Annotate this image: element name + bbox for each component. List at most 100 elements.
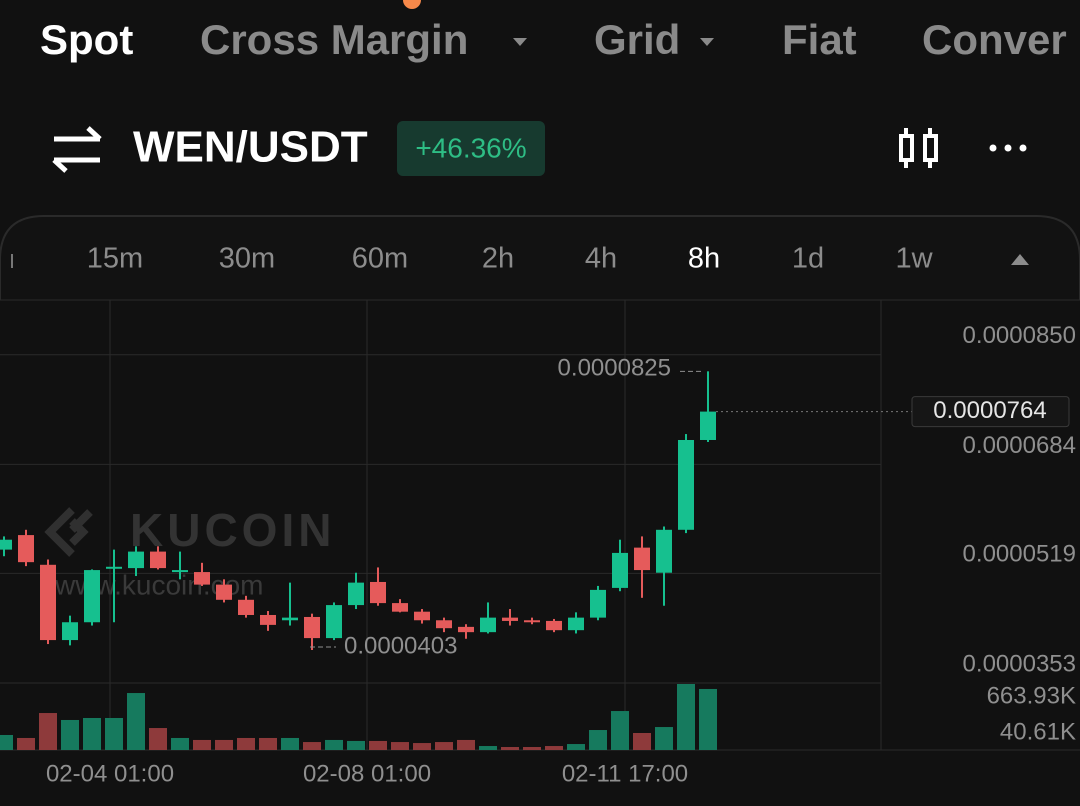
volume-bar — [105, 717, 123, 750]
volume-bar — [347, 740, 365, 750]
interval[interactable]: 1w — [895, 243, 933, 275]
x-tick-label: 02-11 17:00 — [562, 760, 688, 787]
candle-body — [106, 566, 122, 569]
candle-body — [436, 620, 452, 629]
candle-body — [18, 535, 34, 563]
low-label: 0.0000403 — [344, 632, 457, 659]
volume-bar — [633, 733, 651, 750]
volume-bar — [457, 739, 475, 750]
tab[interactable]: Fiat — [782, 16, 857, 63]
dropdown-caret — [513, 38, 527, 46]
candle-body — [238, 599, 254, 615]
volume-bar — [501, 747, 519, 750]
candle-body — [128, 551, 144, 569]
y-tick-label: 0.0000353 — [963, 650, 1076, 677]
volume-bar — [215, 739, 233, 750]
candle-body — [172, 570, 188, 573]
volume-bar — [83, 717, 101, 750]
volume-bar — [193, 739, 211, 750]
more-icon[interactable] — [989, 144, 1027, 152]
tab[interactable]: Conver — [922, 16, 1067, 63]
high-label: 0.0000825 — [558, 355, 671, 382]
y-tick-label: 0.0000684 — [963, 432, 1076, 459]
y-tick-label: 0.0000850 — [963, 322, 1076, 349]
collapse-caret[interactable] — [1011, 254, 1029, 265]
volume-bar — [391, 742, 409, 750]
interval[interactable]: 15m — [87, 243, 143, 275]
volume-bar — [237, 737, 255, 750]
volume-bar — [611, 711, 629, 750]
candle-body — [414, 611, 430, 621]
volume-bar — [0, 734, 13, 750]
candle-body — [502, 617, 518, 621]
dropdown-caret — [700, 38, 714, 46]
tab[interactable]: Cross Margin — [200, 16, 468, 63]
candle-body — [546, 620, 562, 631]
candle-body — [458, 626, 474, 633]
candle-body — [370, 581, 386, 604]
candle-body — [62, 622, 78, 641]
last-price-box — [911, 396, 1070, 428]
volume-bar — [699, 688, 717, 750]
volume-tick-label: 40.61K — [1000, 718, 1076, 745]
pair[interactable]: WEN/USDT — [133, 123, 368, 172]
change-badge — [397, 121, 545, 176]
volume-bar — [479, 746, 497, 750]
volume-bar — [61, 719, 79, 750]
volume-bar — [567, 744, 585, 750]
interval[interactable]: 8h — [688, 243, 720, 275]
interval[interactable]: 2h — [482, 243, 514, 275]
chart-type-icon[interactable] — [899, 128, 938, 168]
last-price: 0.0000764 — [933, 397, 1046, 424]
candle-body — [348, 582, 364, 606]
candle-body — [678, 439, 694, 530]
candle-body — [480, 617, 496, 633]
candle-body — [282, 617, 298, 621]
volume-bar — [171, 737, 189, 750]
candle-body — [634, 547, 650, 571]
candle-body — [326, 605, 342, 639]
candle-body — [150, 551, 166, 569]
volume-bar — [655, 727, 673, 750]
tab[interactable]: Grid — [594, 16, 680, 63]
candle-body — [304, 616, 320, 639]
notification-dot — [403, 0, 421, 9]
candle-body — [656, 529, 672, 573]
swap-icon[interactable] — [52, 126, 102, 173]
watermark: KUCOIN — [130, 504, 335, 556]
x-tick-label: 02-04 01:00 — [46, 760, 174, 787]
volume-bar — [303, 742, 321, 750]
volume-bar — [281, 737, 299, 750]
watermark-logo — [44, 507, 93, 557]
tab[interactable]: Spot — [40, 16, 133, 63]
volume-tick-label: 663.93K — [987, 682, 1076, 709]
volume-bar — [369, 740, 387, 750]
candle-body — [392, 603, 408, 612]
change: +46.36% — [415, 132, 526, 163]
volume-bar — [259, 737, 277, 750]
interval[interactable]: 4h — [585, 243, 617, 275]
interval[interactable]: 60m — [352, 243, 408, 275]
interval-bar — [0, 215, 1080, 300]
volume-bar — [39, 713, 57, 750]
candle-body — [84, 570, 100, 623]
volume-bar — [17, 737, 35, 750]
interval[interactable]: 30m — [219, 243, 275, 275]
candle-body — [590, 589, 606, 618]
candle-body — [260, 614, 276, 625]
x-tick-label: 02-08 01:00 — [303, 760, 431, 787]
candle-body — [524, 620, 540, 623]
volume-bar — [149, 728, 167, 750]
candle-body — [568, 617, 584, 631]
scroll-hint — [11, 254, 13, 268]
volume-bar — [545, 746, 563, 750]
y-tick-label: 0.0000519 — [963, 541, 1076, 568]
interval[interactable]: 1d — [792, 243, 824, 275]
volume-bar — [413, 743, 431, 750]
volume-bar — [523, 747, 541, 750]
volume-bar — [325, 739, 343, 750]
candle-body — [0, 539, 12, 550]
candle-body — [700, 411, 716, 440]
